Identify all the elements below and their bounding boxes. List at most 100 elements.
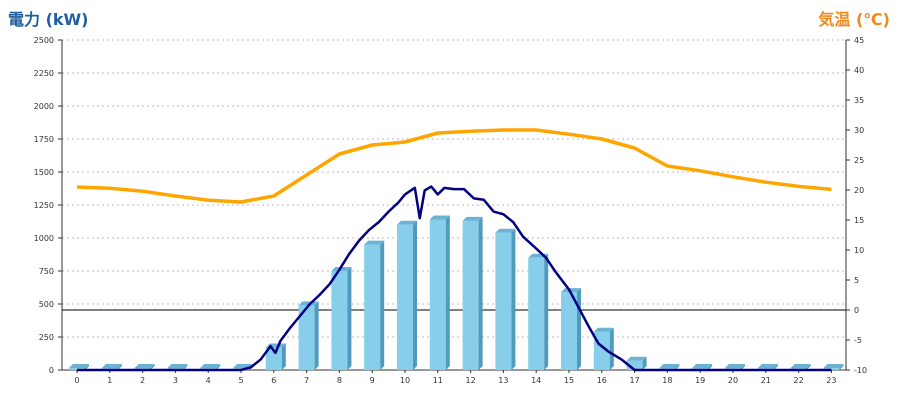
- left-tick-label: 1500: [34, 168, 54, 177]
- bar-side: [347, 267, 352, 370]
- right-tick-label: 15: [854, 216, 864, 225]
- bar-front: [397, 224, 413, 370]
- x-tick-label: 8: [337, 376, 342, 385]
- x-tick-label: 17: [630, 376, 640, 385]
- bar-side: [314, 301, 319, 370]
- left-tick-label: 750: [39, 267, 54, 276]
- bar-top: [331, 267, 352, 271]
- bar-front: [495, 232, 512, 370]
- bar-top: [561, 288, 581, 293]
- left-tick-label: 0: [49, 366, 54, 375]
- bar-top: [364, 240, 385, 245]
- x-tick-label: 5: [238, 376, 243, 385]
- bar-side: [675, 364, 680, 370]
- bar-top: [462, 216, 483, 221]
- right-tick-label: 45: [854, 36, 864, 45]
- left-tick-label: 500: [39, 300, 54, 309]
- left-tick-label: 2000: [34, 102, 54, 111]
- bar-front: [561, 292, 577, 370]
- power-bar: [626, 356, 647, 370]
- bar-side: [281, 343, 286, 370]
- bar-side: [773, 364, 778, 370]
- bar-front: [429, 219, 446, 370]
- bar-side: [544, 253, 549, 370]
- power-bar: [462, 216, 483, 370]
- x-tick-label: 21: [761, 376, 771, 385]
- bar-top: [429, 215, 450, 220]
- bar-top: [659, 364, 680, 369]
- right-axis-title: 気温 (℃): [818, 10, 890, 29]
- bar-side: [511, 228, 516, 370]
- x-tick-label: 14: [531, 376, 541, 385]
- x-tick-label: 23: [826, 376, 836, 385]
- temperature-line: [76, 128, 832, 204]
- power-bar: [298, 301, 319, 370]
- power-bar: [331, 267, 352, 370]
- left-tick-label: 250: [39, 333, 54, 342]
- x-tick-label: 11: [433, 376, 443, 385]
- right-tick-label: 30: [854, 126, 864, 135]
- right-tick-label: -5: [854, 336, 862, 345]
- power-bar: [561, 288, 581, 370]
- left-tick-label: 2500: [34, 36, 54, 45]
- power-bar: [429, 215, 450, 370]
- left-tick-label: 1250: [34, 201, 54, 210]
- bar-side: [478, 216, 483, 370]
- bar-top: [725, 364, 745, 369]
- x-tick-label: 7: [304, 376, 309, 385]
- bar-top: [495, 228, 516, 233]
- x-tick-label: 19: [695, 376, 705, 385]
- bar-top: [692, 364, 713, 369]
- x-tick-label: 20: [728, 376, 738, 385]
- bar-side: [150, 364, 155, 370]
- bar-front: [331, 271, 348, 370]
- right-tick-label: 10: [854, 246, 864, 255]
- bar-top: [397, 220, 417, 225]
- x-tick-label: 0: [74, 376, 79, 385]
- power-bar: [528, 253, 549, 370]
- x-tick-label: 2: [140, 376, 145, 385]
- bar-side: [445, 215, 450, 370]
- bar-top: [626, 356, 647, 361]
- left-tick-label: 1000: [34, 234, 54, 243]
- bar-side: [183, 364, 188, 370]
- bar-top: [790, 364, 811, 369]
- bar-top: [134, 364, 155, 369]
- bar-side: [839, 364, 844, 370]
- power-bar: [364, 240, 385, 370]
- bar-top: [823, 364, 844, 369]
- bar-side: [380, 240, 385, 370]
- bar-top: [200, 364, 221, 369]
- left-axis-title: 電力 (kW): [8, 10, 89, 29]
- x-tick-label: 15: [564, 376, 574, 385]
- left-tick-label: 1750: [34, 135, 54, 144]
- x-tick-label: 6: [271, 376, 276, 385]
- right-tick-label: -10: [854, 366, 867, 375]
- x-tick-label: 9: [370, 376, 375, 385]
- x-tick-label: 10: [400, 376, 410, 385]
- bar-side: [117, 364, 122, 370]
- bar-top: [101, 364, 122, 369]
- bar-front: [298, 305, 315, 370]
- bar-top: [298, 301, 319, 306]
- x-tick-label: 22: [794, 376, 804, 385]
- right-tick-label: 5: [854, 276, 859, 285]
- bar-top: [167, 364, 188, 369]
- bar-side: [609, 327, 614, 370]
- power-bar: [397, 220, 417, 370]
- bar-side: [577, 288, 581, 370]
- bar-front: [528, 257, 545, 370]
- bar-side: [708, 364, 713, 370]
- bar-top: [757, 364, 778, 369]
- right-tick-label: 25: [854, 156, 864, 165]
- bar-side: [216, 364, 221, 370]
- x-tick-label: 18: [662, 376, 672, 385]
- bar-front: [462, 220, 479, 370]
- x-tick-label: 1: [107, 376, 112, 385]
- right-tick-label: 35: [854, 96, 864, 105]
- x-tick-label: 4: [206, 376, 211, 385]
- bar-side: [741, 364, 745, 370]
- power-line: [77, 185, 832, 372]
- bar-top: [593, 327, 614, 332]
